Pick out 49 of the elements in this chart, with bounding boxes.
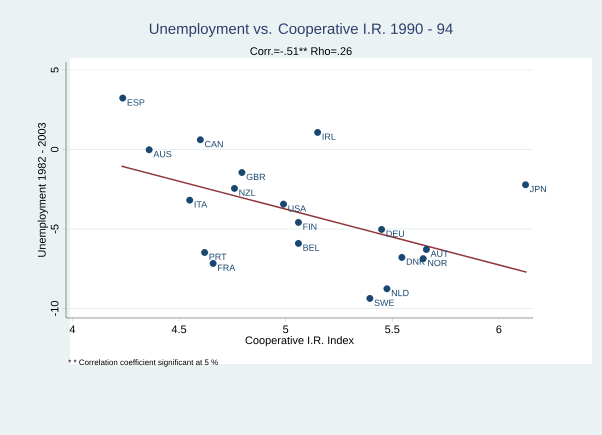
x-axis-title: Cooperative I.R. Index	[246, 336, 354, 346]
annotation: PRT	[210, 254, 226, 260]
annotation: AUS	[153, 150, 172, 158]
annotation: ESP	[128, 99, 144, 106]
annotation: NZL	[239, 190, 256, 196]
annotation: USA	[288, 205, 306, 212]
point	[119, 94, 126, 102]
point	[398, 254, 406, 261]
annotation: AUT	[430, 250, 448, 257]
point	[314, 128, 322, 136]
point	[294, 218, 302, 226]
x-tick-label: 5.5	[385, 326, 400, 334]
point	[422, 246, 430, 253]
point	[294, 240, 302, 247]
annotation: GBR	[246, 174, 266, 180]
point	[146, 146, 153, 154]
point	[230, 184, 238, 192]
annotation: JPN	[530, 186, 546, 192]
annotation: CAN	[205, 140, 223, 148]
x-tick-label: 6	[496, 326, 502, 334]
point	[366, 294, 374, 302]
point	[210, 260, 217, 267]
y-tick-label: -10	[50, 300, 58, 316]
y-tick-label: -5	[50, 224, 58, 234]
point	[378, 226, 386, 233]
x-tick-label: 4.5	[172, 326, 186, 334]
point	[196, 136, 204, 144]
x-tick-label: 4	[70, 326, 76, 334]
annotation: SWE	[374, 300, 394, 306]
annotation: ITA	[194, 201, 208, 208]
point	[238, 169, 246, 176]
point	[383, 285, 390, 292]
annotation: BEL	[303, 244, 320, 251]
y-tick-label: 5	[50, 67, 58, 73]
point	[186, 196, 194, 204]
chart-subtitle: Corr.=-.51** Rho=.26	[250, 46, 352, 56]
annotation: FRA	[218, 264, 236, 271]
annotation: DEU	[386, 230, 404, 237]
point	[522, 181, 530, 188]
chart-title: Unemployment vs. Cooperative I.R. 1990 - 94	[150, 23, 453, 37]
annotation: IRL	[322, 134, 336, 140]
point	[201, 248, 208, 256]
annotation: NOR	[428, 260, 447, 266]
annotation: FIN	[303, 224, 316, 230]
y-axis-title: Unemployment 1982 - 2003	[38, 122, 48, 257]
y-tick-label: 0	[50, 146, 58, 152]
annotation: NLD	[392, 290, 409, 296]
point	[280, 200, 287, 208]
x-tick-label: 5	[283, 326, 288, 334]
